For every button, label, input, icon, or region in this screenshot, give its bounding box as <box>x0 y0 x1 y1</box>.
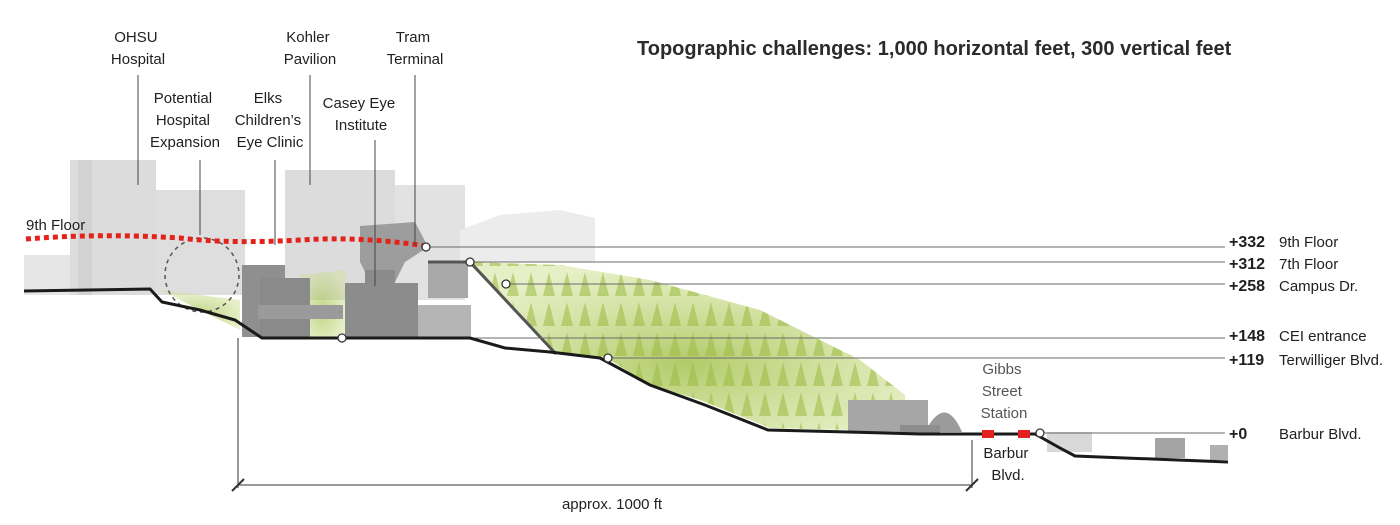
elevation-labels: +332 9th Floor +312 7th Floor +258 Campu… <box>1229 234 1383 443</box>
vegetation <box>160 262 905 430</box>
label-ohsu-hospital: OHSU Hospital <box>111 29 165 68</box>
elevation-name: Barbur Blvd. <box>1279 426 1362 443</box>
station-marker <box>982 430 994 438</box>
label-ninth-floor: 9th Floor <box>26 217 85 234</box>
elevation-value: +312 <box>1229 256 1265 273</box>
label-dimension: approx. 1000 ft <box>562 496 663 513</box>
ninth-floor-line <box>25 233 427 249</box>
elevation-value: +258 <box>1229 278 1265 295</box>
dimension-line <box>231 338 979 492</box>
elevation-name: Campus Dr. <box>1279 278 1358 295</box>
elevation-value: +0 <box>1229 426 1247 443</box>
label-barbur-blvd: Barbur Blvd. <box>983 445 1032 484</box>
label-potential-expansion: Potential Hospital Expansion <box>150 90 220 151</box>
label-gibbs-station: Gibbs Street Station <box>981 361 1028 422</box>
callout-leaders <box>137 75 416 286</box>
elevation-value: +119 <box>1229 352 1264 369</box>
label-casey-eye: Casey Eye Institute <box>323 95 400 134</box>
elevation-value: +148 <box>1229 328 1265 345</box>
elevation-name: Terwilliger Blvd. <box>1279 352 1383 369</box>
label-elks-clinic: Elks Children’s Eye Clinic <box>235 90 306 151</box>
station-marker <box>1018 430 1030 438</box>
elevation-value: +332 <box>1229 234 1265 251</box>
label-kohler-pavilion: Kohler Pavilion <box>284 29 337 68</box>
title: Topographic challenges: 1,000 horizontal… <box>637 38 1232 60</box>
leader-points <box>337 242 1045 438</box>
elevation-name: CEI entrance <box>1279 328 1367 345</box>
elevation-leaders <box>342 246 1225 434</box>
elevation-name: 9th Floor <box>1279 234 1338 251</box>
elevation-name: 7th Floor <box>1279 256 1338 273</box>
foreground-buildings <box>242 222 1228 460</box>
label-tram-terminal: Tram Terminal <box>387 29 444 68</box>
